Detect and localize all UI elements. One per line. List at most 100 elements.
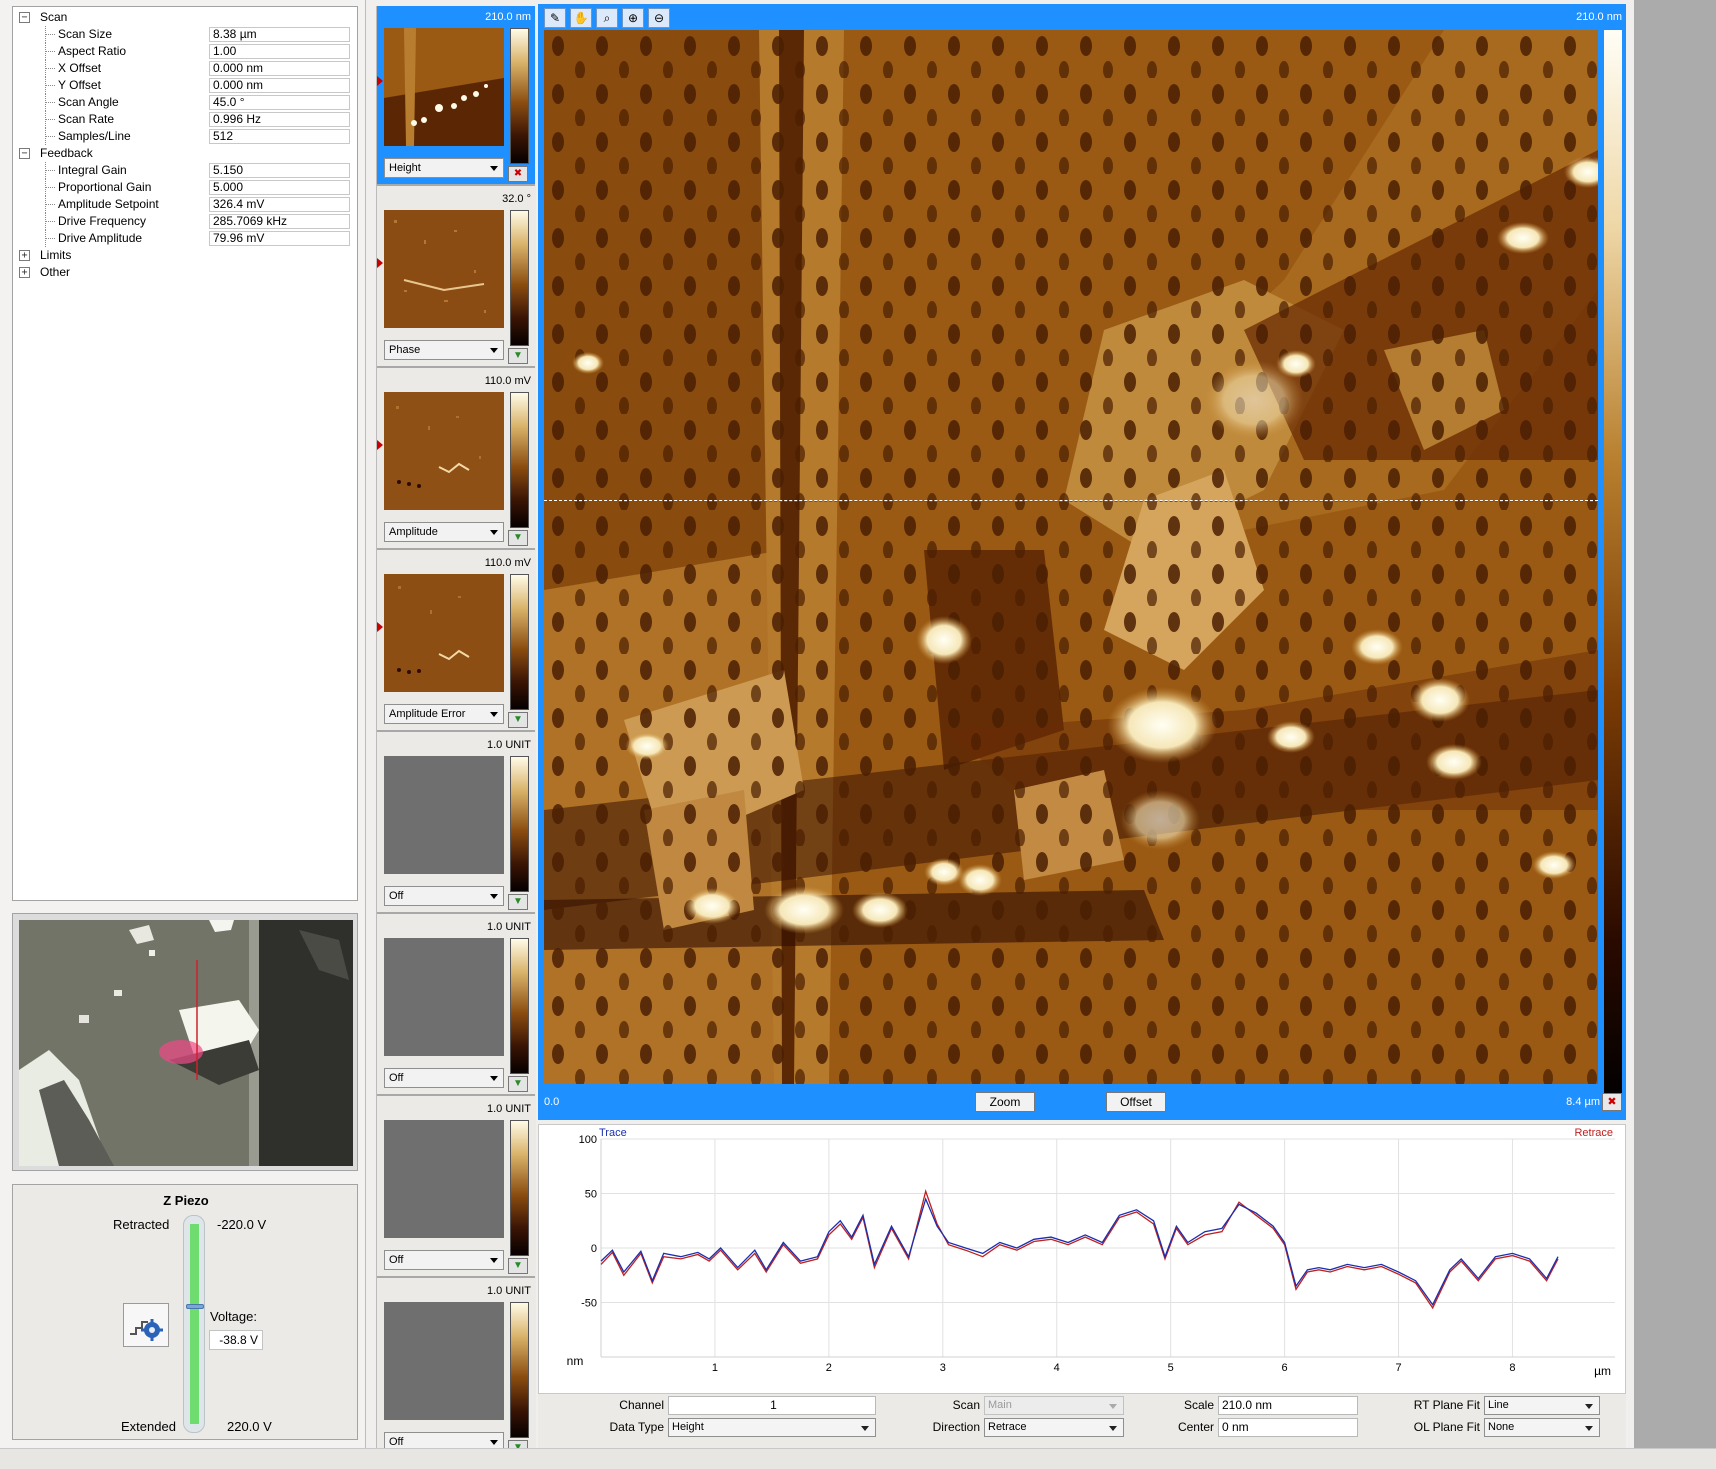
channel-capture-button[interactable]: ▼ <box>508 1440 528 1448</box>
channel-thumbnail[interactable] <box>384 574 504 692</box>
channel-thumbnail[interactable] <box>384 28 504 146</box>
channel-slot-6[interactable]: 1.0 UNIT Off ▼ <box>377 916 535 1096</box>
channel-field[interactable]: 1 <box>668 1396 876 1415</box>
image-panel: ✎ ✋ ⌕ ⊕ ⊖ 210.0 nm <box>538 4 1626 1120</box>
zoom-out-button[interactable]: ⊖ <box>648 8 670 28</box>
tree-group-feedback[interactable]: − Feedback <box>13 145 357 162</box>
channel-type-value: Amplitude Error <box>389 708 466 720</box>
tree-connector-elbow <box>45 187 55 188</box>
collapse-icon[interactable]: − <box>19 148 30 159</box>
offset-button[interactable]: Offset <box>1106 1092 1166 1112</box>
channel-capture-button[interactable]: ▼ <box>508 894 528 910</box>
channel-colorbar <box>510 938 529 1074</box>
channel-type-value: Off <box>389 1254 404 1266</box>
channel-type-select[interactable]: Off <box>384 886 504 906</box>
channel-capture-button[interactable]: ✖ <box>508 166 528 182</box>
channel-capture-button[interactable]: ▼ <box>508 1258 528 1274</box>
channel-type-select[interactable]: Height <box>384 158 504 178</box>
expand-icon[interactable]: + <box>19 250 30 261</box>
image-export-button[interactable]: ✖ <box>1602 1093 1622 1111</box>
x-tick-label: 4 <box>1054 1362 1060 1374</box>
ol-plane-fit-select[interactable]: None <box>1484 1418 1600 1437</box>
channel-thumbnail[interactable] <box>384 392 504 510</box>
channel-thumbnail[interactable] <box>384 210 504 328</box>
pan-tool-button[interactable]: ✋ <box>570 8 592 28</box>
magnifier-icon: ⌕ <box>603 11 611 25</box>
parameter-value-field[interactable]: 0.000 nm <box>209 78 350 93</box>
tree-group-scan[interactable]: − Scan <box>13 9 357 26</box>
direction-select[interactable]: Retrace <box>984 1418 1124 1437</box>
center-field[interactable]: 0 nm <box>1218 1418 1358 1437</box>
zoom-tool-button[interactable]: ⌕ <box>596 8 618 28</box>
tree-connector-elbow <box>45 136 55 137</box>
legend-trace: Trace <box>599 1127 627 1139</box>
chevron-down-icon <box>490 1258 498 1263</box>
ruler-tool-button[interactable]: ✎ <box>544 8 566 28</box>
channel-colorbar <box>510 392 529 528</box>
parameter-value-field[interactable]: 45.0 ° <box>209 95 350 110</box>
parameter-row: Samples/Line 512 <box>13 128 357 145</box>
parameter-tree: − Scan Scan Size 8.38 µm Aspect Ratio 1.00 X O… <box>12 6 358 901</box>
parameter-value-field[interactable]: 8.38 µm <box>209 27 350 42</box>
parameter-label: Y Offset <box>58 78 101 92</box>
parameter-row: Y Offset 0.000 nm <box>13 77 357 94</box>
tree-group-label: Limits <box>40 248 72 262</box>
channel-slot-1[interactable]: 210.0 nm Height ✖ <box>377 6 535 186</box>
channel-slot-2[interactable]: 32.0 ° Phase ▼ <box>377 188 535 368</box>
series-line-retrace <box>600 1189 1559 1310</box>
channel-type-select[interactable]: Amplitude Error <box>384 704 504 724</box>
ruler-icon: ✎ <box>549 11 561 25</box>
rt-plane-fit-select[interactable]: Line <box>1484 1396 1600 1415</box>
scale-field[interactable]: 210.0 nm <box>1218 1396 1358 1415</box>
channel-thumbnail[interactable] <box>384 1120 504 1238</box>
afm-height-image[interactable] <box>544 30 1598 1084</box>
channel-capture-button[interactable]: ▼ <box>508 712 528 728</box>
scale-label: Scale <box>1183 1398 1214 1412</box>
channel-type-select[interactable]: Off <box>384 1068 504 1088</box>
extended-value: 220.0 V <box>227 1419 272 1434</box>
channel-capture-button[interactable]: ▼ <box>508 530 528 546</box>
parameter-value-field[interactable]: 512 <box>209 129 350 144</box>
channel-slot-4[interactable]: 110.0 mV Amplitude Error ▼ <box>377 552 535 732</box>
zoom-button[interactable]: Zoom <box>975 1092 1035 1112</box>
ol-plane-fit-label: OL Plane Fit <box>1413 1420 1480 1434</box>
channel-type-select[interactable]: Amplitude <box>384 522 504 542</box>
channel-thumbnail[interactable] <box>384 756 504 874</box>
channel-slot-3[interactable]: 110.0 mV Amplitude ▼ <box>377 370 535 550</box>
channel-type-select[interactable]: Off <box>384 1250 504 1270</box>
channel-slot-5[interactable]: 1.0 UNIT Off ▼ <box>377 734 535 914</box>
expand-icon[interactable]: + <box>19 267 30 278</box>
parameter-value-field[interactable]: 285.7069 kHz <box>209 214 350 229</box>
parameter-value-field[interactable]: 326.4 mV <box>209 197 350 212</box>
channel-slot-7[interactable]: 1.0 UNIT Off ▼ <box>377 1098 535 1278</box>
capture-icon: ▼ <box>513 1078 523 1089</box>
engage-settings-button[interactable] <box>123 1303 169 1347</box>
data-type-value: Height <box>672 1421 704 1433</box>
data-type-select[interactable]: Height <box>668 1418 876 1437</box>
parameter-value-field[interactable]: 5.000 <box>209 180 350 195</box>
parameter-row: Integral Gain 5.150 <box>13 162 357 179</box>
tree-group-limits[interactable]: + Limits <box>13 247 357 264</box>
scan-line-indicator-red <box>544 501 1598 502</box>
x-tick-label: 2 <box>826 1362 832 1374</box>
parameter-value-field[interactable]: 5.150 <box>209 163 350 178</box>
image-range-label: 210.0 nm <box>1576 11 1622 23</box>
zoom-in-button[interactable]: ⊕ <box>622 8 644 28</box>
parameter-value-field[interactable]: 1.00 <box>209 44 350 59</box>
channel-thumbnail[interactable] <box>384 1302 504 1420</box>
channel-slot-8[interactable]: 1.0 UNIT Off ▼ <box>377 1280 535 1448</box>
collapse-icon[interactable]: − <box>19 12 30 23</box>
tree-connector-elbow <box>45 204 55 205</box>
parameter-value-field[interactable]: 79.96 mV <box>209 231 350 246</box>
capture-icon: ▼ <box>513 1442 523 1448</box>
parameter-value-field[interactable]: 0.996 Hz <box>209 112 350 127</box>
channel-type-select[interactable]: Off <box>384 1432 504 1448</box>
channel-type-select[interactable]: Phase <box>384 340 504 360</box>
tree-group-other[interactable]: + Other <box>13 264 357 281</box>
parameter-row: Aspect Ratio 1.00 <box>13 43 357 60</box>
channel-thumbnail[interactable] <box>384 938 504 1056</box>
channel-active-marker <box>377 76 383 86</box>
channel-capture-button[interactable]: ▼ <box>508 348 528 364</box>
channel-capture-button[interactable]: ▼ <box>508 1076 528 1092</box>
parameter-value-field[interactable]: 0.000 nm <box>209 61 350 76</box>
